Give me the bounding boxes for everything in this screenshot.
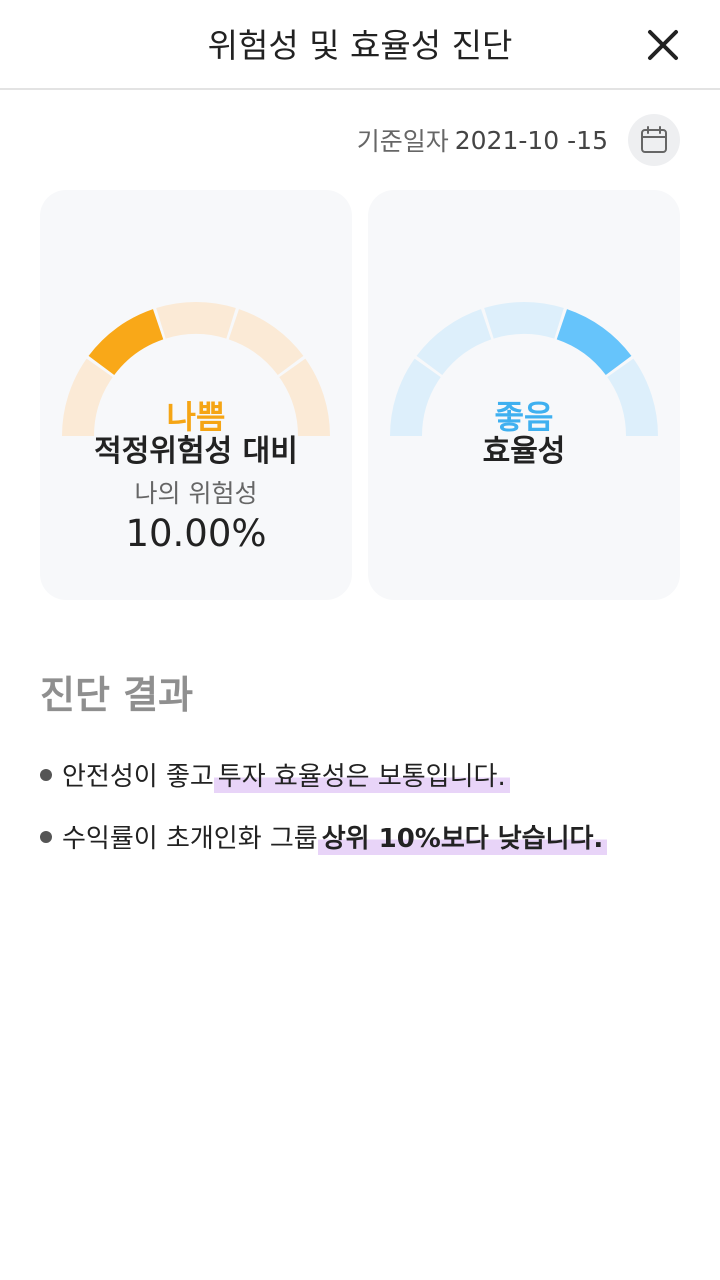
- result-highlight: 상위 10%보다 낮습니다.: [317, 818, 608, 855]
- gauge-segment: [556, 309, 632, 376]
- calendar-button[interactable]: [628, 114, 680, 166]
- result-text: 수익률이 초개인화 그룹: [62, 824, 318, 854]
- bullet-icon: [40, 830, 52, 843]
- result-highlight: 투자 효율성은 보통입니다.: [213, 756, 510, 793]
- close-button[interactable]: [630, 12, 696, 78]
- risk-label: 나의 위험성: [134, 479, 258, 508]
- gauge-segment: [228, 309, 304, 376]
- results-title: 진단 결과: [40, 673, 194, 717]
- efficiency-gauge: [390, 302, 658, 436]
- efficiency-card: 효율성 좋음: [368, 190, 680, 600]
- gauge-segment: [416, 309, 492, 376]
- gauge-segment: [607, 358, 658, 436]
- close-icon: [648, 30, 678, 60]
- gauge-segment: [484, 302, 564, 339]
- gauge-segment: [156, 302, 236, 339]
- calendar-icon: [641, 126, 667, 153]
- gauge-segment: [62, 358, 113, 436]
- reference-date-row: 기준일자 2021-10 -15: [357, 114, 680, 166]
- risk-card-title: 적정위험성 대비: [94, 434, 298, 469]
- gauge-segment: [279, 358, 330, 436]
- result-text: 안전성이 좋고: [62, 762, 214, 792]
- header: 위험성 및 효율성 진단: [0, 0, 720, 90]
- efficiency-status: 좋음: [494, 398, 554, 436]
- risk-value: 10.00%: [125, 512, 267, 555]
- risk-status: 나쁨: [166, 398, 226, 436]
- risk-card: 적정위험성 대비 나쁨 나의 위험성 10.00%: [40, 190, 352, 600]
- bullet-icon: [40, 768, 52, 781]
- gauge-segment: [88, 309, 164, 376]
- reference-date-value: 2021-10 -15: [454, 125, 608, 155]
- result-item: 수익률이 초개인화 그룹 상위 10%보다 낮습니다.: [40, 818, 608, 855]
- gauge-segment: [390, 358, 441, 436]
- result-item: 안전성이 좋고 투자 효율성은 보통입니다.: [40, 756, 510, 793]
- risk-gauge: [62, 302, 330, 436]
- reference-date-label: 기준일자: [356, 127, 449, 156]
- page-title: 위험성 및 효율성 진단: [207, 26, 513, 65]
- efficiency-card-title: 효율성: [482, 434, 566, 469]
